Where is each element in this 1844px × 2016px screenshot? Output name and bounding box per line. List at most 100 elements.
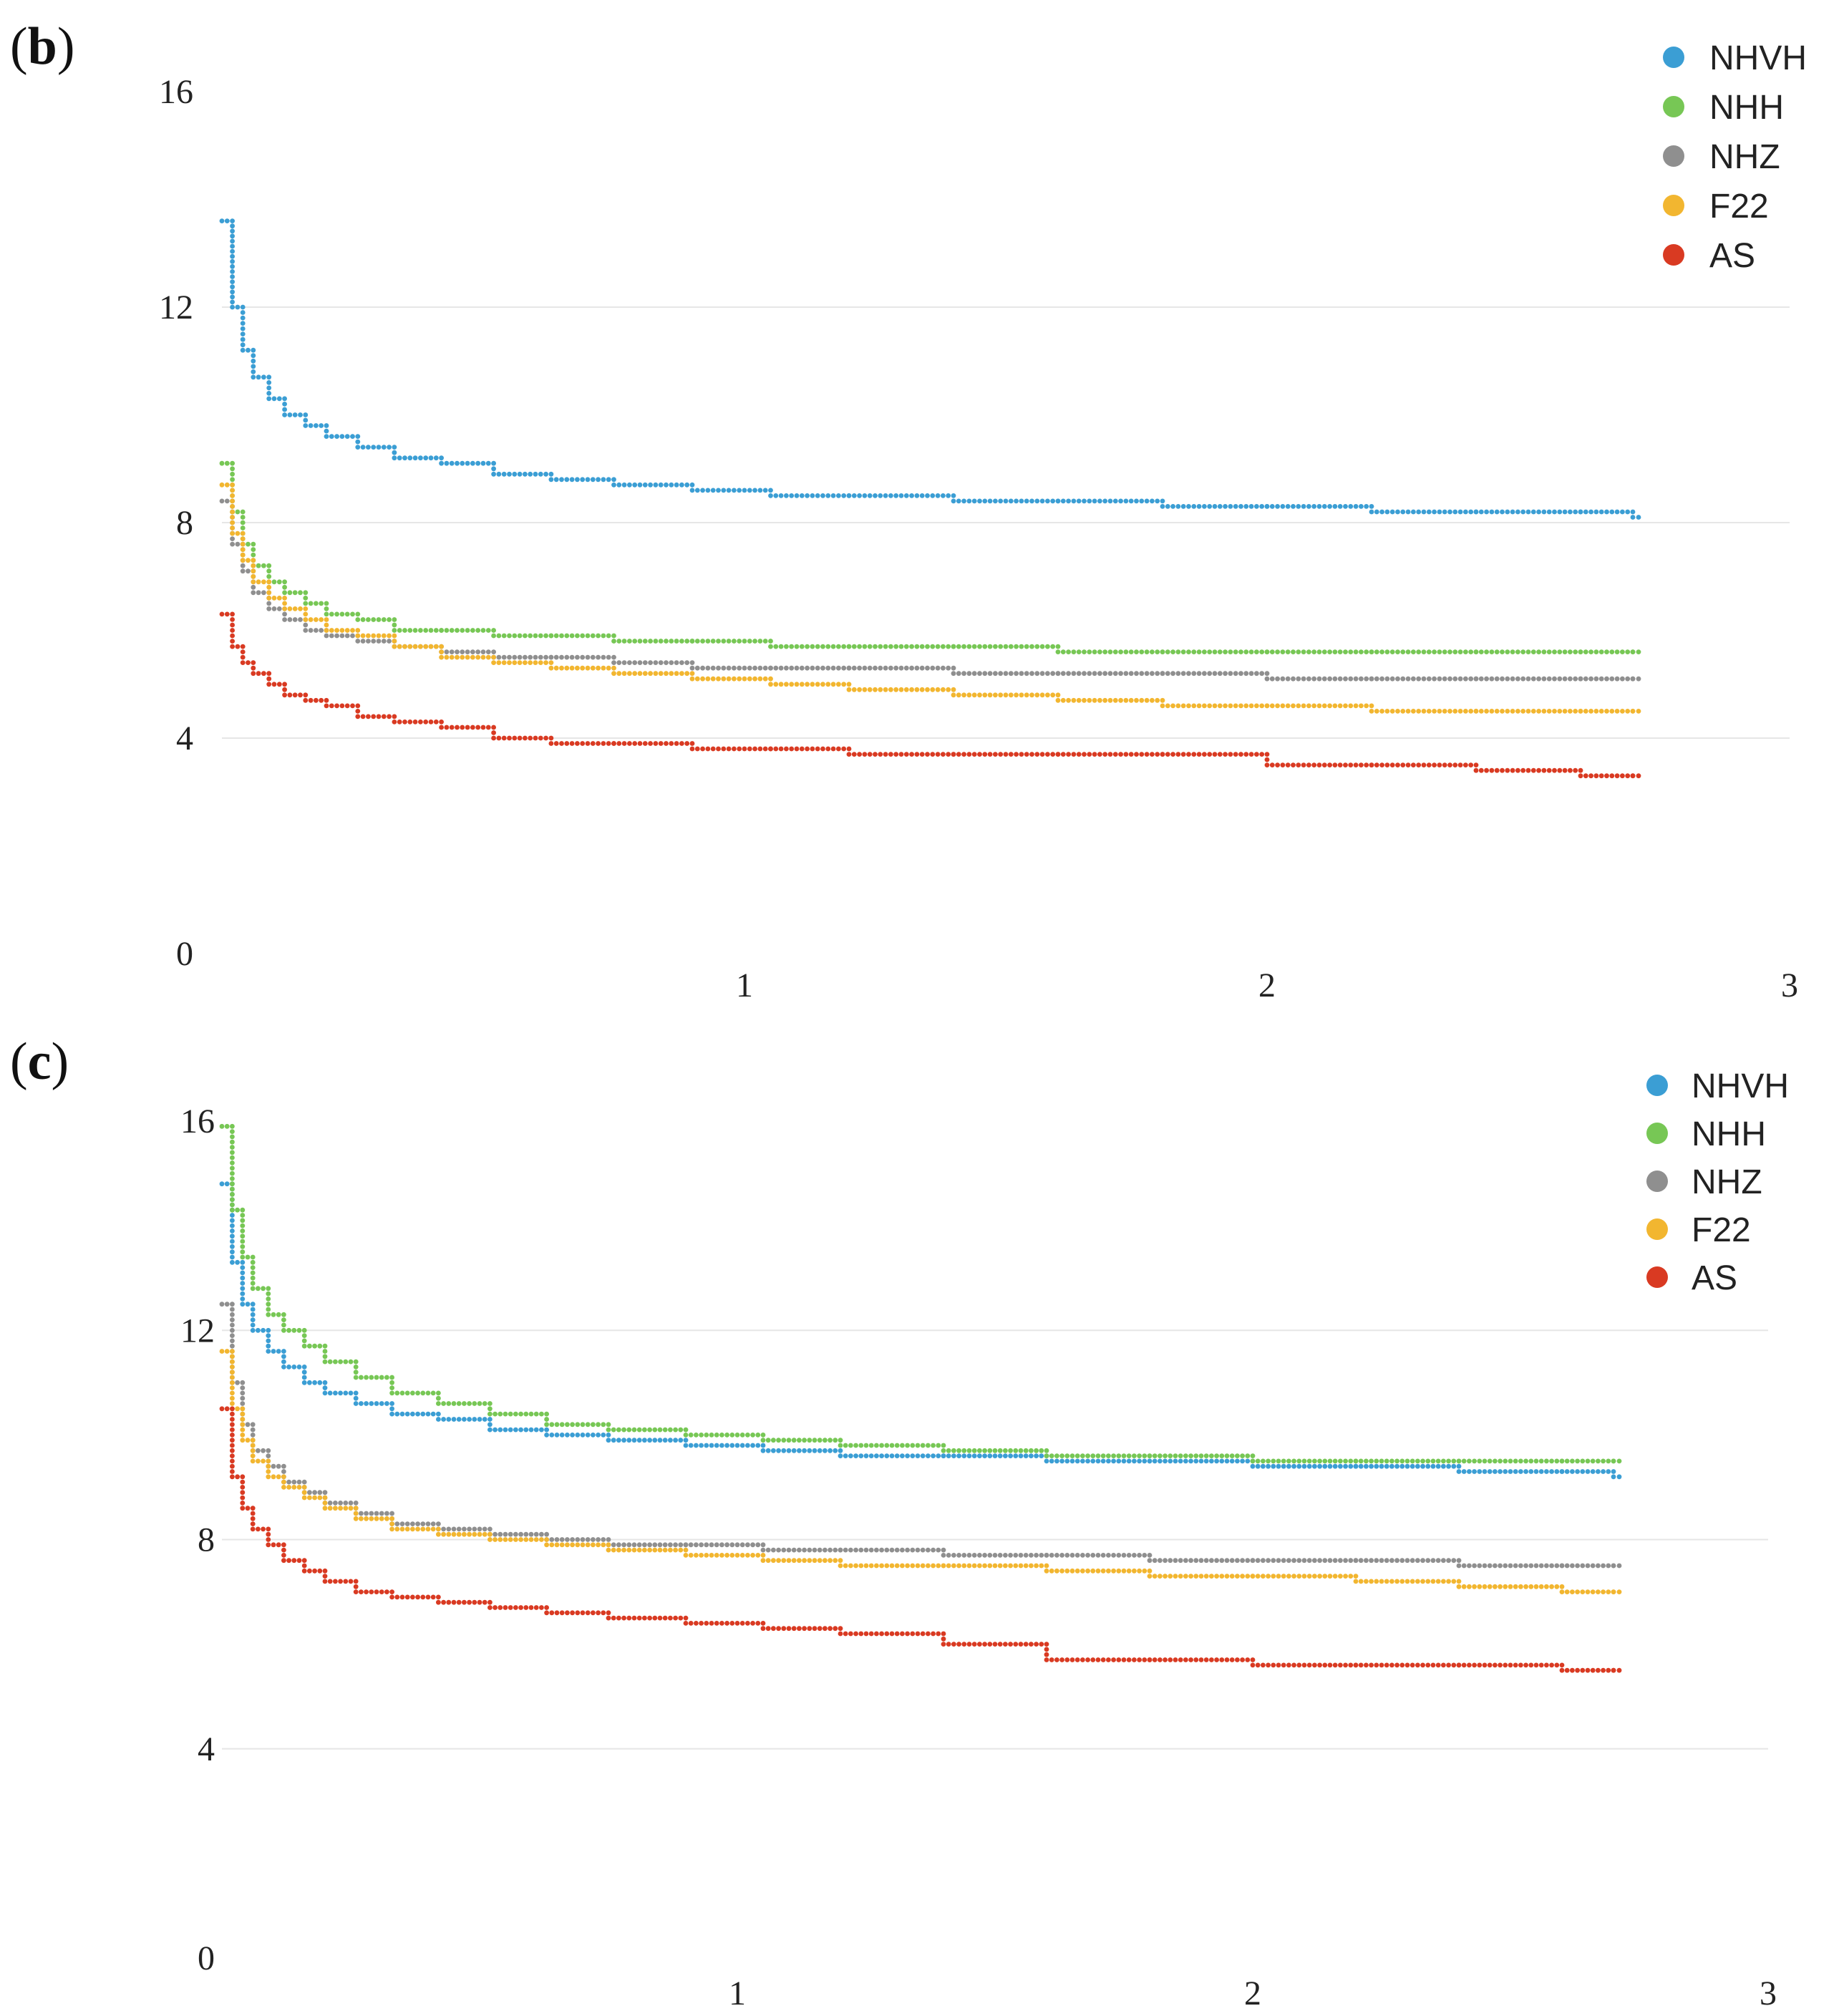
data-point-nhvh [914,493,920,498]
data-point-f22 [240,558,246,563]
data-point-nhz [760,1547,766,1553]
data-point-nhh [1266,1458,1271,1464]
data-point-nhvh [1416,509,1422,515]
data-point-nhh [1528,1458,1534,1464]
data-point-as [1214,1657,1219,1662]
data-point-f22 [987,1563,993,1569]
data-point-as [261,671,266,677]
data-point-f22 [1415,1579,1420,1584]
data-point-as [266,1526,271,1532]
data-point-nhvh [240,1259,246,1265]
data-point-nhvh [324,423,329,428]
data-point-as [1296,762,1301,767]
data-point-f22 [1008,1563,1013,1569]
data-point-as [1353,1662,1359,1668]
data-point-nhh [240,1244,246,1249]
data-point-nhvh [261,374,266,380]
data-point-nhvh [412,455,418,461]
data-point-as [364,1589,369,1594]
data-point-as [1549,1662,1555,1668]
data-point-nhh [1348,1458,1354,1464]
data-point-nhvh [1275,504,1280,509]
data-point-f22 [1082,697,1087,703]
data-point-nhh [523,1411,529,1417]
data-point-nhvh [548,477,554,483]
data-point-nhz [956,1553,961,1558]
data-point-nhh [230,460,235,466]
data-point-nhvh [1598,509,1604,515]
data-point-nhvh [1144,498,1150,504]
data-point-nhz [240,1380,246,1385]
data-point-nhvh [1337,504,1343,509]
data-point-as [460,724,465,730]
data-point-nhh [329,611,334,617]
data-point-nhvh [910,1453,916,1458]
data-point-f22 [436,1531,441,1537]
data-point-nhz [369,1511,374,1516]
data-point-as [734,1621,740,1626]
data-point-nhvh [714,1443,719,1448]
data-point-nhvh [430,1411,436,1417]
data-point-as [637,741,643,746]
data-point-f22 [266,1458,271,1464]
data-point-nhvh [668,1438,673,1443]
data-point-as [817,1626,822,1632]
data-point-nhh [1468,649,1474,654]
data-point-as [1578,773,1583,779]
data-point-nhvh [982,1453,987,1458]
data-point-nhh [1316,649,1322,654]
data-point-nhvh [353,1395,359,1401]
data-point-nhh [1348,649,1354,654]
data-point-nhz [1144,671,1150,677]
data-point-nhvh [1482,1469,1488,1474]
data-point-nhvh [475,460,481,466]
data-point-as [611,741,616,746]
data-point-nhz [1343,676,1348,682]
data-point-nhvh [987,498,993,504]
data-point-nhvh [653,482,659,488]
data-point-nhvh [1614,509,1620,515]
data-point-nhvh [716,488,721,493]
data-point-nhh [884,1443,890,1448]
data-point-as [1353,762,1359,767]
data-point-nhvh [364,1401,369,1406]
data-point-nhz [1446,1558,1451,1564]
data-point-nhz [862,665,868,671]
data-point-nhz [512,654,518,660]
data-point-nhh [1229,1453,1235,1458]
data-point-f22 [1364,1579,1369,1584]
data-point-as [250,1521,256,1526]
data-point-as [430,1594,436,1600]
data-point-nhvh [1060,498,1066,504]
data-point-f22 [350,628,355,633]
data-point-f22 [456,1531,462,1537]
data-point-f22 [1389,709,1395,714]
data-point-nhvh [1296,1463,1302,1469]
data-point-as [230,1458,235,1464]
data-point-nhvh [694,1443,699,1448]
data-point-as [1170,752,1175,757]
data-point-nhvh [491,460,496,466]
data-point-as [548,735,554,741]
data-point-as [1074,1657,1080,1662]
data-point-nhh [343,1359,349,1365]
data-point-nhh [799,644,805,649]
data-point-nhz [683,1542,689,1548]
data-point-f22 [931,1563,936,1569]
data-point-f22 [873,687,878,692]
data-point-f22 [441,1531,446,1537]
data-point-nhh [757,639,763,644]
data-point-nhz [1515,676,1520,682]
data-point-nhh [1286,1458,1291,1464]
data-point-as [553,741,559,746]
data-point-as [982,1642,987,1647]
data-point-nhh [544,1411,549,1417]
data-point-nhz [1082,671,1087,677]
data-point-as [1003,1642,1008,1647]
data-point-nhvh [230,228,235,234]
data-point-nhh [1409,1458,1415,1464]
data-point-nhvh [752,488,757,493]
data-point-nhvh [230,1254,235,1260]
data-point-as [1374,1662,1379,1668]
data-point-f22 [465,654,470,660]
